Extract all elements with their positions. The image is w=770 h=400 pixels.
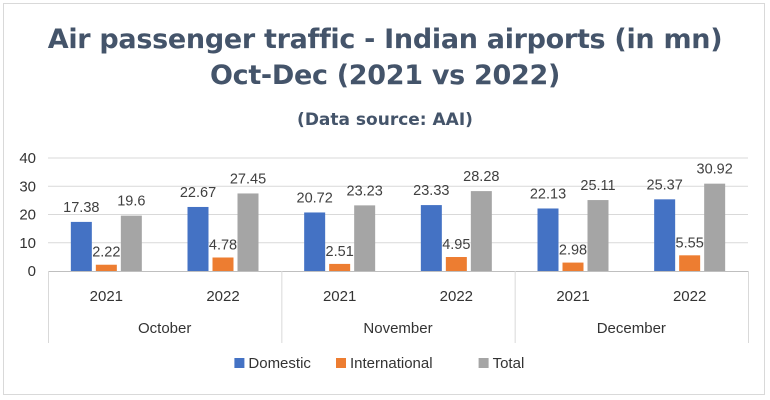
bar-international-4 — [562, 262, 584, 271]
legend-swatch-international — [336, 358, 346, 368]
data-label: 22.13 — [530, 186, 566, 202]
bar-domestic-3 — [420, 205, 442, 271]
y-tick-label: 20 — [19, 207, 36, 224]
bar-domestic-5 — [654, 199, 676, 271]
data-label: 23.23 — [347, 183, 383, 199]
data-label: 2.51 — [326, 244, 354, 260]
data-label: 25.11 — [580, 178, 615, 194]
legend-swatch-total — [478, 358, 489, 368]
data-label: 5.55 — [676, 235, 704, 251]
bar-total-3 — [470, 191, 492, 271]
y-tick-label: 30 — [19, 178, 36, 195]
x-tick-label: 2022 — [440, 288, 473, 305]
bar-international-2 — [329, 263, 351, 271]
data-label: 23.33 — [413, 183, 449, 199]
data-label: 28.28 — [463, 169, 499, 185]
x-tick-label: 2021 — [323, 288, 356, 305]
data-label: 2.98 — [559, 243, 587, 259]
data-label: 19.6 — [117, 194, 145, 210]
chart-frame — [3, 3, 765, 395]
x-tick-label: 2022 — [206, 288, 239, 305]
data-label: 25.37 — [647, 177, 683, 193]
data-label: 4.95 — [442, 237, 470, 253]
legend-label-international: International — [350, 355, 433, 372]
bar-international-0 — [95, 264, 117, 271]
bar-total-4 — [587, 200, 609, 271]
legend-label-total: Total — [493, 355, 525, 372]
data-label: 2.22 — [92, 245, 120, 261]
data-label: 4.78 — [209, 237, 237, 253]
y-tick-label: 0 — [28, 263, 36, 280]
y-tick-label: 40 — [19, 150, 36, 167]
bar-domestic-1 — [187, 206, 209, 271]
data-label: 17.38 — [63, 200, 99, 216]
bar-total-5 — [704, 183, 726, 271]
group-label: November — [363, 320, 432, 337]
bar-domestic-0 — [70, 221, 92, 271]
bar-international-5 — [679, 255, 701, 271]
bar-total-1 — [237, 193, 259, 271]
group-label: December — [597, 320, 666, 337]
data-label: 22.67 — [180, 185, 216, 201]
y-tick-label: 10 — [19, 235, 36, 252]
legend-swatch-domestic — [234, 358, 245, 368]
chart-title-line2: Oct-Dec (2021 vs 2022) — [209, 60, 561, 91]
x-tick-label: 2021 — [90, 288, 123, 305]
bar-domestic-4 — [537, 208, 559, 271]
x-tick-label: 2022 — [673, 288, 706, 305]
group-label: October — [138, 320, 191, 337]
bar-international-1 — [212, 257, 234, 271]
data-label: 27.45 — [230, 171, 266, 187]
x-tick-label: 2021 — [556, 288, 589, 305]
bar-international-3 — [445, 257, 467, 271]
data-label: 30.92 — [697, 162, 733, 178]
bar-total-0 — [120, 215, 142, 271]
chart-subtitle: (Data source: AAI) — [297, 110, 473, 130]
bar-total-2 — [354, 205, 376, 271]
legend-label-domestic: Domestic — [248, 355, 311, 372]
data-label: 20.72 — [297, 190, 333, 206]
chart-title-line1: Air passenger traffic - Indian airports … — [47, 24, 723, 55]
bar-domestic-2 — [304, 212, 326, 271]
